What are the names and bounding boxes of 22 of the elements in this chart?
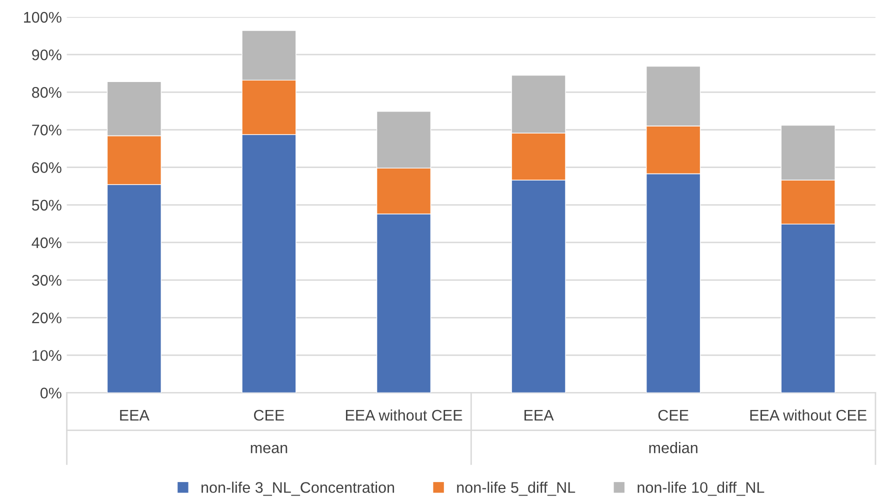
y-tick-label: 10% — [32, 350, 62, 361]
x-tick-label: EEA — [120, 410, 150, 421]
x-tick-label: CEE — [658, 410, 688, 421]
y-tick-label: 30% — [32, 274, 62, 286]
y-tick-label: 0% — [40, 388, 62, 398]
legend-label: non-life 3_NL_Concentration — [202, 482, 394, 496]
x-tick-label: EEA without CEE — [346, 409, 462, 421]
legend-label: non-life 10_diff_NL — [638, 482, 764, 496]
y-tick-label: 90% — [32, 49, 62, 60]
y-tick-label: 60% — [32, 162, 62, 174]
y-tick-label: 80% — [32, 87, 62, 98]
y-tick-label: 100% — [24, 12, 62, 23]
y-tick-label: 40% — [32, 237, 62, 248]
legend-label: non-life 5_diff_NL — [457, 482, 576, 496]
text: median — [649, 442, 698, 454]
y-tick-label: 50% — [32, 200, 62, 211]
y-tick-label: 70% — [32, 124, 62, 136]
x-tick-label: EEA — [524, 410, 554, 421]
x-tick-label: CEE — [254, 410, 284, 421]
text: mean — [250, 444, 288, 454]
y-tick-label: 20% — [32, 312, 62, 324]
x-tick-label: EEA without CEE — [750, 409, 866, 421]
